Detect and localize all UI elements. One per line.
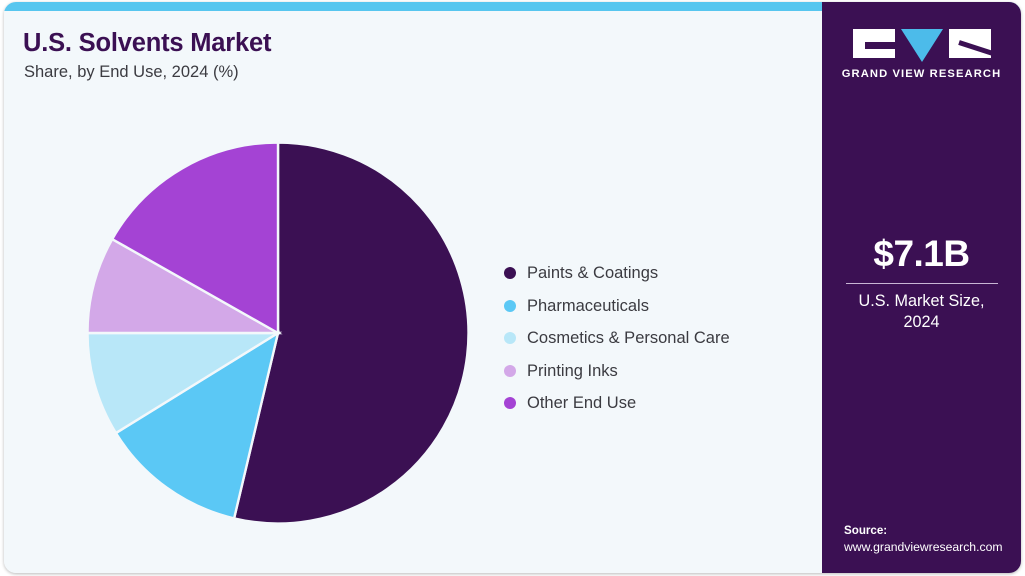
logo-marks [822,29,1021,62]
legend-color-dot-icon [504,397,516,410]
pie-slice[interactable] [110,141,280,336]
legend-item-label: Paints & Coatings [527,264,659,282]
page-subtitle: Share, by End Use, 2024 (%) [24,63,239,81]
legend-color-dot-icon [504,364,516,377]
legend-item-label: Printing Inks [527,361,618,380]
pie-chart [82,137,474,529]
market-size-label: U.S. Market Size, 2024 [858,291,985,332]
pie-slice[interactable] [86,237,283,335]
legend-item[interactable]: Cosmetics & Personal Care [504,322,804,355]
legend-item[interactable]: Other End Use [504,387,804,420]
source-block: Source: www.grandviewresearch.com [844,522,1019,556]
pie-slice[interactable] [86,331,283,435]
logo-v-triangle-icon [900,29,943,62]
market-size-value: $7.1B [873,233,970,274]
legend-color-dot-icon [504,332,516,345]
chart-legend: Paints & Coatings Pharmaceuticals Cosmetic… [504,257,804,420]
page-title: U.S. Solvents Market [23,29,272,57]
accent-top-bar [4,2,1021,11]
legend-color-dot-icon [504,267,516,280]
pie-slice[interactable] [232,141,470,525]
legend-item-label: Pharmaceuticals [527,296,649,315]
market-size-stat: $7.1B U.S. Market Size, 2024 [822,233,1021,334]
source-url[interactable]: www.grandviewresearch.com [844,539,1003,554]
pie-slice[interactable] [114,330,280,520]
brand-panel: GRAND VIEW RESEARCH $7.1B U.S. Market Si… [822,2,1021,573]
legend-item[interactable]: Printing Inks [504,355,804,388]
pie-chart-svg [86,141,470,525]
grand-view-research-logo: GRAND VIEW RESEARCH [822,29,1021,80]
stat-divider [845,282,998,284]
legend-item-label: Other End Use [527,394,637,412]
chart-card: U.S. Solvents Market Share, by End Use, … [4,2,1021,573]
legend-color-dot-icon [504,299,516,312]
legend-item[interactable]: Pharmaceuticals [504,290,804,323]
chart-main-area: U.S. Solvents Market Share, by End Use, … [4,11,822,573]
source-title: Source: [844,523,888,537]
legend-item-label: Cosmetics & Personal Care [527,329,730,347]
legend-item[interactable]: Paints & Coatings [504,257,804,290]
logo-g-icon [852,29,895,58]
logo-wordmark: GRAND VIEW RESEARCH [841,68,1002,80]
logo-r-icon [948,29,991,58]
